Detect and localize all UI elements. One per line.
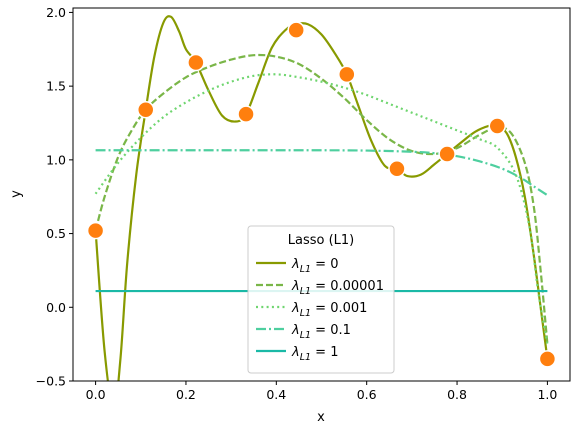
plot-frame — [72, 7, 571, 382]
legend-label-4: λL1 = 0.1 — [291, 323, 351, 341]
y-tick-label: 1.5 — [46, 79, 66, 94]
x-tick-label: 0.6 — [357, 387, 377, 402]
legend: Lasso (L1) λL1 = 0 λL1 = 0.00001 λL1 = 0.0… — [247, 225, 395, 374]
x-tick-label: 0.2 — [176, 387, 196, 402]
y-tick-label: 0.5 — [46, 226, 66, 241]
y-tick-label: 1.0 — [46, 152, 66, 167]
legend-label-5: λL1 = 1 — [291, 345, 338, 363]
data-point — [388, 159, 406, 178]
series-line-4 — [95, 149, 549, 197]
legend-title: Lasso (L1) — [288, 233, 355, 248]
series-line-1 — [94, 15, 549, 381]
y-axis-ticks: −0.5 0.0 0.5 1.0 1.5 2.0 — [36, 5, 73, 389]
x-axis-ticks: 0.0 0.2 0.4 0.6 0.8 1.0 — [86, 381, 557, 402]
points-layer — [86, 21, 557, 368]
x-tick-label: 0.0 — [86, 387, 106, 402]
data-point — [438, 145, 456, 163]
data-point — [136, 100, 155, 119]
data-point — [287, 21, 305, 39]
x-axis-label: x — [317, 410, 325, 425]
legend-label-2: λL1 = 0.00001 — [291, 279, 384, 297]
legend-items: λL1 = 0 λL1 = 0.00001 λL1 = 0.001 λL1 = 0.1… — [256, 257, 384, 363]
data-point — [488, 117, 507, 135]
y-tick-label: −0.5 — [36, 374, 66, 389]
x-tick-label: 0.4 — [266, 387, 286, 402]
x-tick-label: 1.0 — [537, 387, 557, 402]
y-tick-label: 2.0 — [46, 5, 66, 20]
legend-label-3: λL1 = 0.001 — [291, 301, 367, 319]
legend-label-1: λL1 = 0 — [291, 257, 338, 275]
y-axis-label: y — [9, 190, 24, 198]
data-point — [538, 350, 557, 368]
data-point — [187, 53, 205, 72]
x-tick-label: 0.8 — [447, 387, 467, 402]
y-tick-label: 0.0 — [46, 300, 66, 315]
data-point — [338, 65, 356, 84]
series-line-3 — [94, 73, 549, 345]
data-point — [237, 105, 255, 123]
data-point — [86, 221, 105, 240]
